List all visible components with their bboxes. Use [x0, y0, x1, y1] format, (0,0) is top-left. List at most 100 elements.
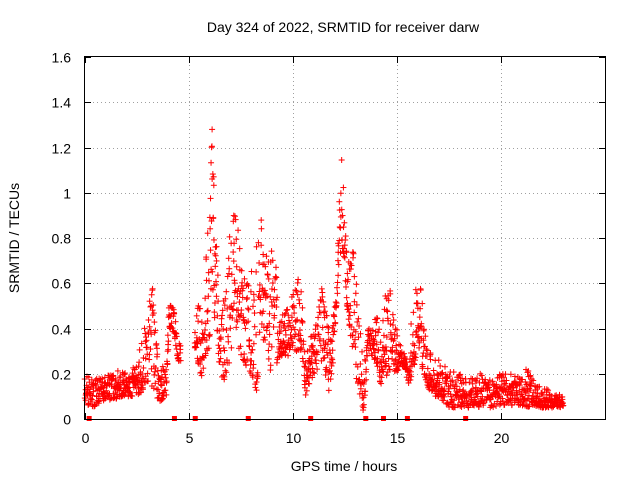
data-point [345, 316, 352, 323]
x-tick-label: 5 [186, 430, 194, 446]
data-point [332, 320, 339, 327]
data-point [291, 310, 298, 317]
data-point [327, 367, 334, 374]
data-point [126, 388, 133, 395]
data-point [233, 263, 240, 270]
data-point [220, 344, 227, 351]
data-point [198, 372, 205, 379]
data-point [258, 242, 265, 249]
data-point [267, 362, 274, 369]
data-point [478, 372, 485, 379]
data-point [321, 303, 328, 310]
data-point [335, 272, 342, 279]
data-point [200, 365, 207, 372]
data-point [385, 363, 392, 370]
data-point [330, 312, 337, 319]
data-point [231, 213, 238, 220]
data-point [429, 376, 436, 383]
data-point [493, 402, 500, 409]
data-point [293, 287, 300, 294]
axis-ticks [85, 57, 605, 420]
data-point [327, 376, 334, 383]
gap-marker [245, 416, 251, 421]
data-point [456, 372, 463, 379]
data-point [163, 391, 170, 398]
y-tick-label: 1.4 [52, 95, 72, 111]
x-tick-label: 10 [286, 430, 302, 446]
data-point [292, 317, 299, 324]
data-point [228, 344, 235, 351]
data-point [193, 344, 200, 351]
data-point [536, 393, 543, 400]
data-point [266, 320, 273, 327]
data-point [516, 382, 523, 389]
data-point [233, 324, 240, 331]
data-point [253, 243, 260, 250]
data-point [122, 370, 129, 377]
data-point [383, 362, 390, 369]
data-point [339, 212, 346, 219]
data-point [226, 265, 233, 272]
data-point [473, 378, 480, 385]
data-point [474, 375, 481, 382]
data-point [519, 376, 526, 383]
data-point [315, 314, 322, 321]
data-point [430, 367, 437, 374]
data-point [376, 367, 383, 374]
data-point [340, 224, 347, 231]
data-point [306, 346, 313, 353]
data-point [85, 374, 92, 381]
data-point [373, 341, 380, 348]
data-point [156, 390, 163, 397]
data-point [524, 395, 531, 402]
data-point [415, 333, 422, 340]
data-point [329, 338, 336, 345]
data-point [192, 329, 199, 336]
data-point [201, 326, 208, 333]
data-point [218, 321, 225, 328]
data-point [273, 303, 280, 310]
data-point [302, 359, 309, 366]
data-point [387, 321, 394, 328]
data-point [129, 392, 136, 399]
data-point [164, 332, 171, 339]
data-point [375, 346, 382, 353]
data-point [253, 331, 260, 338]
data-point [540, 391, 547, 398]
data-point [261, 334, 268, 341]
data-point [245, 318, 252, 325]
data-point [371, 338, 378, 345]
data-point [309, 365, 316, 372]
data-point [210, 214, 217, 221]
data-point [215, 298, 222, 305]
data-point [140, 364, 147, 371]
data-point [265, 347, 272, 354]
data-point [256, 329, 263, 336]
data-point [280, 348, 287, 355]
data-point [363, 366, 370, 373]
data-point [511, 373, 518, 380]
data-point [253, 387, 260, 394]
data-point [249, 303, 256, 310]
data-point [204, 308, 211, 315]
data-point [229, 314, 236, 321]
gap-marker [86, 416, 92, 421]
data-point [523, 381, 530, 388]
data-point [219, 307, 226, 314]
data-point [231, 240, 238, 247]
data-point [202, 295, 209, 302]
data-point [533, 394, 540, 401]
data-point [245, 306, 252, 313]
data-point [210, 182, 217, 189]
data-point [201, 331, 208, 338]
data-point [263, 253, 270, 260]
data-point [414, 290, 421, 297]
data-point [258, 225, 265, 232]
data-point [228, 303, 235, 310]
data-point [523, 388, 530, 395]
data-point [225, 255, 232, 262]
data-point [212, 263, 219, 270]
data-point [219, 312, 226, 319]
data-point [350, 249, 357, 256]
data-point [466, 379, 473, 386]
